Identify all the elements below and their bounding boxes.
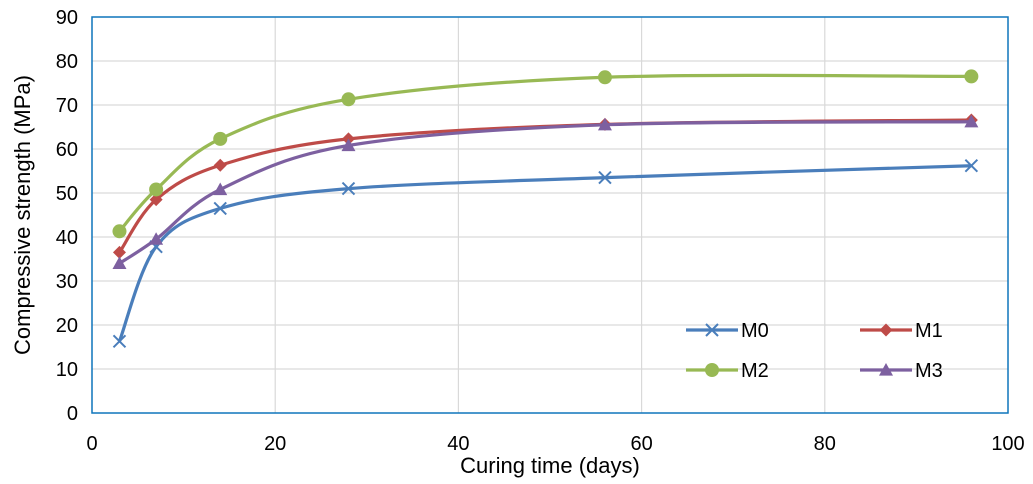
y-tick-label: 80 xyxy=(56,51,78,73)
y-tick-label: 70 xyxy=(56,95,78,117)
x-tick-label: 60 xyxy=(630,433,652,455)
series-line-m3 xyxy=(118,120,972,265)
data-point-m3 xyxy=(341,138,356,152)
data-point-m2 xyxy=(341,92,356,107)
legend-label: M2 xyxy=(741,360,769,382)
legend-label: M3 xyxy=(915,360,943,382)
data-point-m1 xyxy=(213,158,227,172)
legend: M0 M1 M2 M3 xyxy=(686,320,943,382)
data-point-m2 xyxy=(213,131,228,146)
y-tick-label: 10 xyxy=(56,359,78,381)
legend-item-m0: M0 xyxy=(686,320,769,342)
y-tick-label: 40 xyxy=(56,227,78,249)
data-point-m2 xyxy=(964,69,979,84)
legend-label: M0 xyxy=(741,320,769,342)
y-axis-label: Compressive strength (MPa) xyxy=(10,75,35,355)
axis-ticks: 0 10 20 30 40 50 60 70 80 90 0 20 40 60 80 100 xyxy=(56,7,1025,455)
data-point-m0 xyxy=(964,159,979,173)
x-tick-label: 20 xyxy=(264,433,286,455)
data-point-m1 xyxy=(112,245,126,259)
legend-marker xyxy=(705,363,719,377)
series-m0 xyxy=(112,159,979,348)
data-point-m0 xyxy=(598,170,612,185)
y-tick-label: 60 xyxy=(56,139,78,161)
y-tick-label: 20 xyxy=(56,315,78,337)
legend-marker xyxy=(705,323,719,337)
legend-marker xyxy=(879,363,893,376)
y-tick-label: 90 xyxy=(56,7,78,29)
data-point-m3 xyxy=(597,117,612,131)
grid xyxy=(92,17,1008,413)
y-tick-label: 0 xyxy=(67,403,78,425)
series-line-m2 xyxy=(118,73,972,233)
series-line-m0 xyxy=(117,164,972,342)
y-tick-label: 50 xyxy=(56,183,78,205)
legend-label: M1 xyxy=(915,320,943,342)
data-point-m0 xyxy=(112,334,127,348)
x-axis-label: Curing time (days) xyxy=(460,453,640,478)
data-point-m3 xyxy=(964,114,979,128)
y-tick-label: 30 xyxy=(56,271,78,293)
x-tick-label: 80 xyxy=(814,433,836,455)
data-point-m3 xyxy=(112,256,127,269)
series-group xyxy=(112,69,979,348)
data-point-m0 xyxy=(341,181,356,196)
plot-area-border xyxy=(91,16,1009,414)
x-tick-label: 100 xyxy=(991,433,1024,455)
series-m2 xyxy=(112,69,979,239)
data-point-m1 xyxy=(149,193,163,207)
data-point-m3 xyxy=(213,182,228,196)
data-point-m2 xyxy=(112,224,127,239)
legend-marker xyxy=(879,323,893,337)
data-point-m2 xyxy=(597,70,612,85)
legend-item-m3: M3 xyxy=(860,360,943,382)
legend-item-m1: M1 xyxy=(860,320,943,342)
series-line-m1 xyxy=(118,118,972,254)
data-point-m2 xyxy=(149,182,164,197)
data-point-m0 xyxy=(213,201,227,216)
data-point-m3 xyxy=(149,232,164,245)
legend-item-m2: M2 xyxy=(686,360,769,382)
series-m3 xyxy=(112,114,979,269)
x-tick-label: 40 xyxy=(447,433,469,455)
x-tick-label: 0 xyxy=(86,433,97,455)
